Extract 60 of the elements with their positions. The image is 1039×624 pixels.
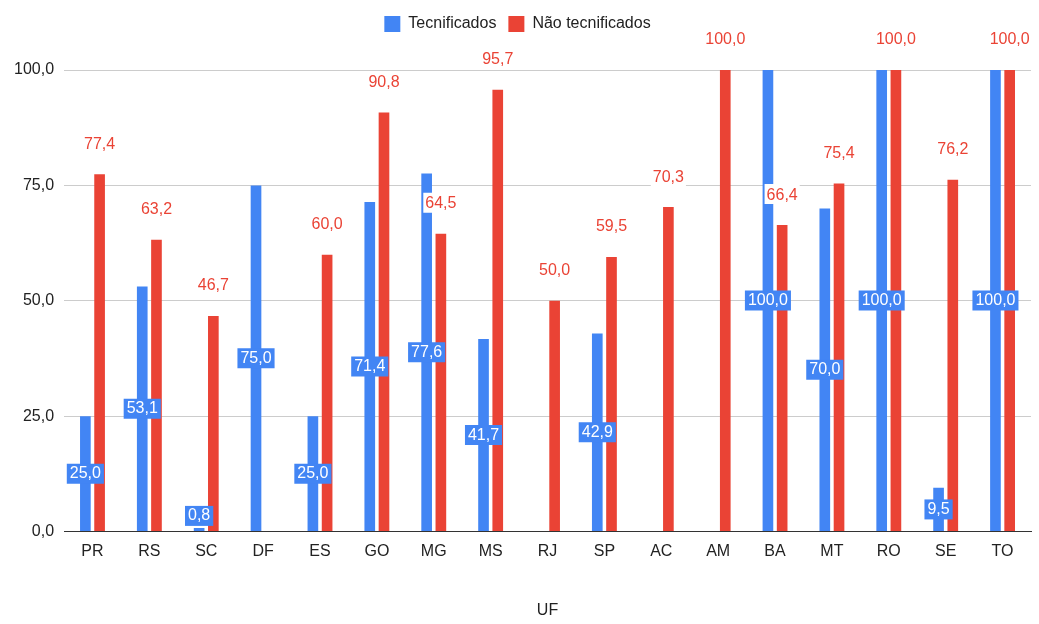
x-tick-label: GO — [364, 541, 390, 559]
x-tick-label: TO — [991, 541, 1014, 559]
x-tick-label: SE — [935, 541, 957, 559]
data-label: 25,0 — [297, 464, 329, 482]
y-tick-label: 50,0 — [22, 291, 55, 309]
bar — [549, 300, 560, 532]
data-label: 60,0 — [311, 215, 343, 233]
y-tick-label: 25,0 — [22, 406, 55, 424]
x-tick-label: RO — [876, 541, 901, 559]
data-label: 41,7 — [467, 425, 500, 443]
data-label: 9,5 — [927, 499, 950, 517]
data-label: 75,4 — [823, 143, 855, 161]
data-label: 70,3 — [652, 167, 685, 185]
x-tick-label: MG — [420, 541, 447, 559]
x-tick-label: AC — [650, 541, 673, 559]
x-tick-label: SC — [195, 541, 218, 559]
x-tick-label: DF — [252, 541, 275, 559]
data-label: 46,7 — [197, 276, 230, 294]
data-label: 53,1 — [126, 399, 158, 417]
data-label: 63,2 — [140, 200, 173, 218]
data-label: 75,0 — [240, 348, 272, 366]
x-tick-label: AM — [706, 541, 731, 559]
data-label: 100,0 — [747, 290, 789, 308]
data-label: 77,4 — [84, 134, 116, 152]
legend-label: Não tecnificados — [532, 14, 651, 32]
data-label: 64,5 — [425, 194, 457, 212]
data-label: 59,5 — [595, 217, 628, 235]
legend-label: Tecnificados — [408, 14, 497, 32]
data-label: 100,0 — [989, 30, 1030, 48]
bar — [719, 70, 731, 532]
x-tick-label: PR — [81, 541, 104, 559]
data-label: 100,0 — [875, 30, 917, 48]
data-label: 95,7 — [482, 50, 514, 68]
data-label: 100,0 — [705, 30, 746, 48]
data-label: 70,0 — [809, 360, 841, 378]
data-label: 100,0 — [975, 290, 1016, 308]
bar — [208, 316, 219, 532]
data-label: 66,4 — [766, 185, 798, 203]
x-tick-label: BA — [764, 541, 787, 559]
x-axis-title: UF — [536, 600, 559, 618]
data-label: 71,4 — [354, 356, 386, 374]
bar — [947, 179, 959, 532]
x-tick-label: SP — [593, 541, 616, 559]
data-label: 90,8 — [368, 72, 400, 90]
data-label: 25,0 — [69, 464, 102, 482]
x-tick-label: MT — [820, 541, 844, 559]
x-tick-label: ES — [309, 541, 331, 559]
data-label: 100,0 — [861, 290, 902, 308]
data-label: 77,6 — [411, 342, 443, 360]
x-tick-label: MS — [478, 541, 503, 559]
y-tick-label: 75,0 — [22, 175, 55, 193]
data-label: 42,9 — [581, 422, 613, 440]
data-label: 50,0 — [539, 261, 571, 279]
x-tick-label: RS — [138, 541, 161, 559]
y-tick-label: 100,0 — [13, 60, 55, 78]
data-label: 76,2 — [937, 140, 969, 158]
y-tick-label: 0,0 — [31, 522, 55, 540]
bar — [663, 207, 674, 532]
x-tick-label: RJ — [537, 541, 558, 559]
data-label: 0,8 — [188, 506, 211, 524]
